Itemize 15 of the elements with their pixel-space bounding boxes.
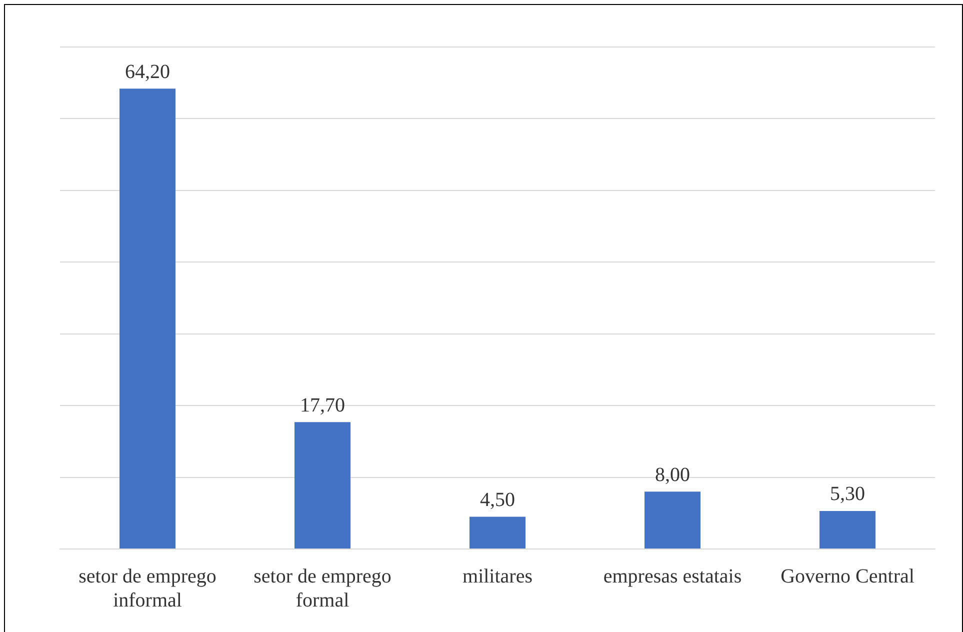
bar (820, 510, 876, 548)
bar (120, 88, 176, 548)
data-label: 8,00 (655, 464, 690, 486)
bar (644, 492, 700, 548)
x-tick-label: empresas estatais (603, 565, 742, 588)
data-label: 4,50 (480, 488, 515, 511)
x-tick-label: setor de emprego formal (254, 565, 392, 612)
x-tick-label: setor de emprego informal (78, 565, 216, 612)
data-label: 5,30 (830, 483, 865, 506)
data-label: 17,70 (300, 394, 345, 416)
bar (470, 516, 526, 548)
x-tick-label: militares (462, 565, 533, 588)
bar (294, 422, 350, 548)
data-label: 64,20 (125, 60, 170, 83)
x-tick-label: Governo Central (780, 565, 915, 588)
